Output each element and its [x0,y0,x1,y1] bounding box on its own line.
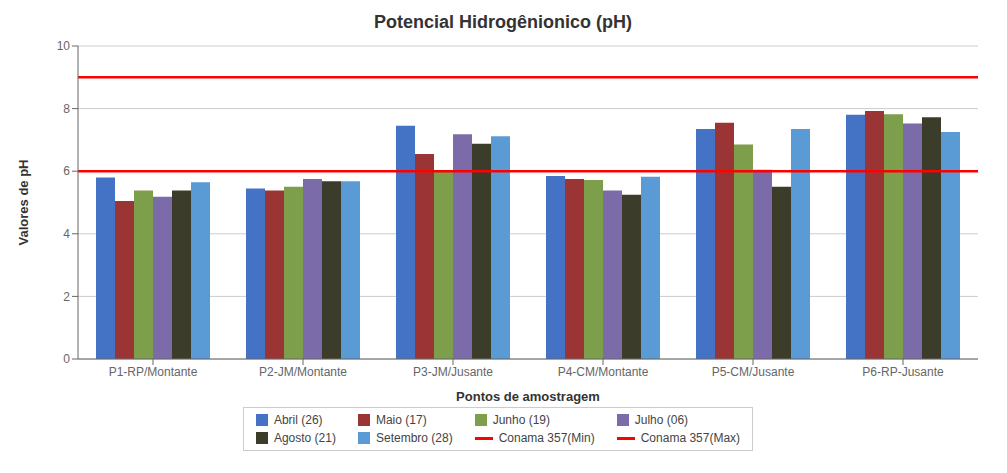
svg-text:0: 0 [63,352,70,366]
html-text:Potencial Hidrogênionico (pH): Potencial Hidrogênionico (pH) [374,12,632,32]
svg-text:8: 8 [63,102,70,116]
svg-text:P4-CM/Montante: P4-CM/Montante [558,365,649,379]
html-text:Junho (19): Junho (19) [492,413,550,427]
svg-text:P3-JM/Jusante: P3-JM/Jusante [413,365,493,379]
svg-text:Valores de pH: Valores de pH [16,160,31,246]
svg-text:P5-CM/Jusante: P5-CM/Jusante [712,365,795,379]
html-text:Maio (17): Maio (17) [376,413,427,427]
html-text:Setembro (28): Setembro (28) [376,431,453,445]
svg-text:10: 10 [57,39,71,53]
svg-text:4: 4 [63,227,70,241]
html-text:Agosto (21): Agosto (21) [273,431,336,445]
html-text:Abril (26): Abril (26) [273,413,323,427]
svg-text:2: 2 [63,290,70,304]
svg-text:6: 6 [63,164,70,178]
html-text:Conama 357(Min): Conama 357(Min) [498,431,595,445]
svg-text:P2-JM/Montante: P2-JM/Montante [259,365,347,379]
svg-text:P6-RP-Jusante: P6-RP-Jusante [862,365,944,379]
html-text:Julho (06): Julho (06) [634,413,689,427]
html-text:Conama 357(Max): Conama 357(Max) [640,431,741,445]
svg-text:P1-RP/Montante: P1-RP/Montante [109,365,198,379]
svg-text:Pontos de amostragem: Pontos de amostragem [456,389,600,404]
